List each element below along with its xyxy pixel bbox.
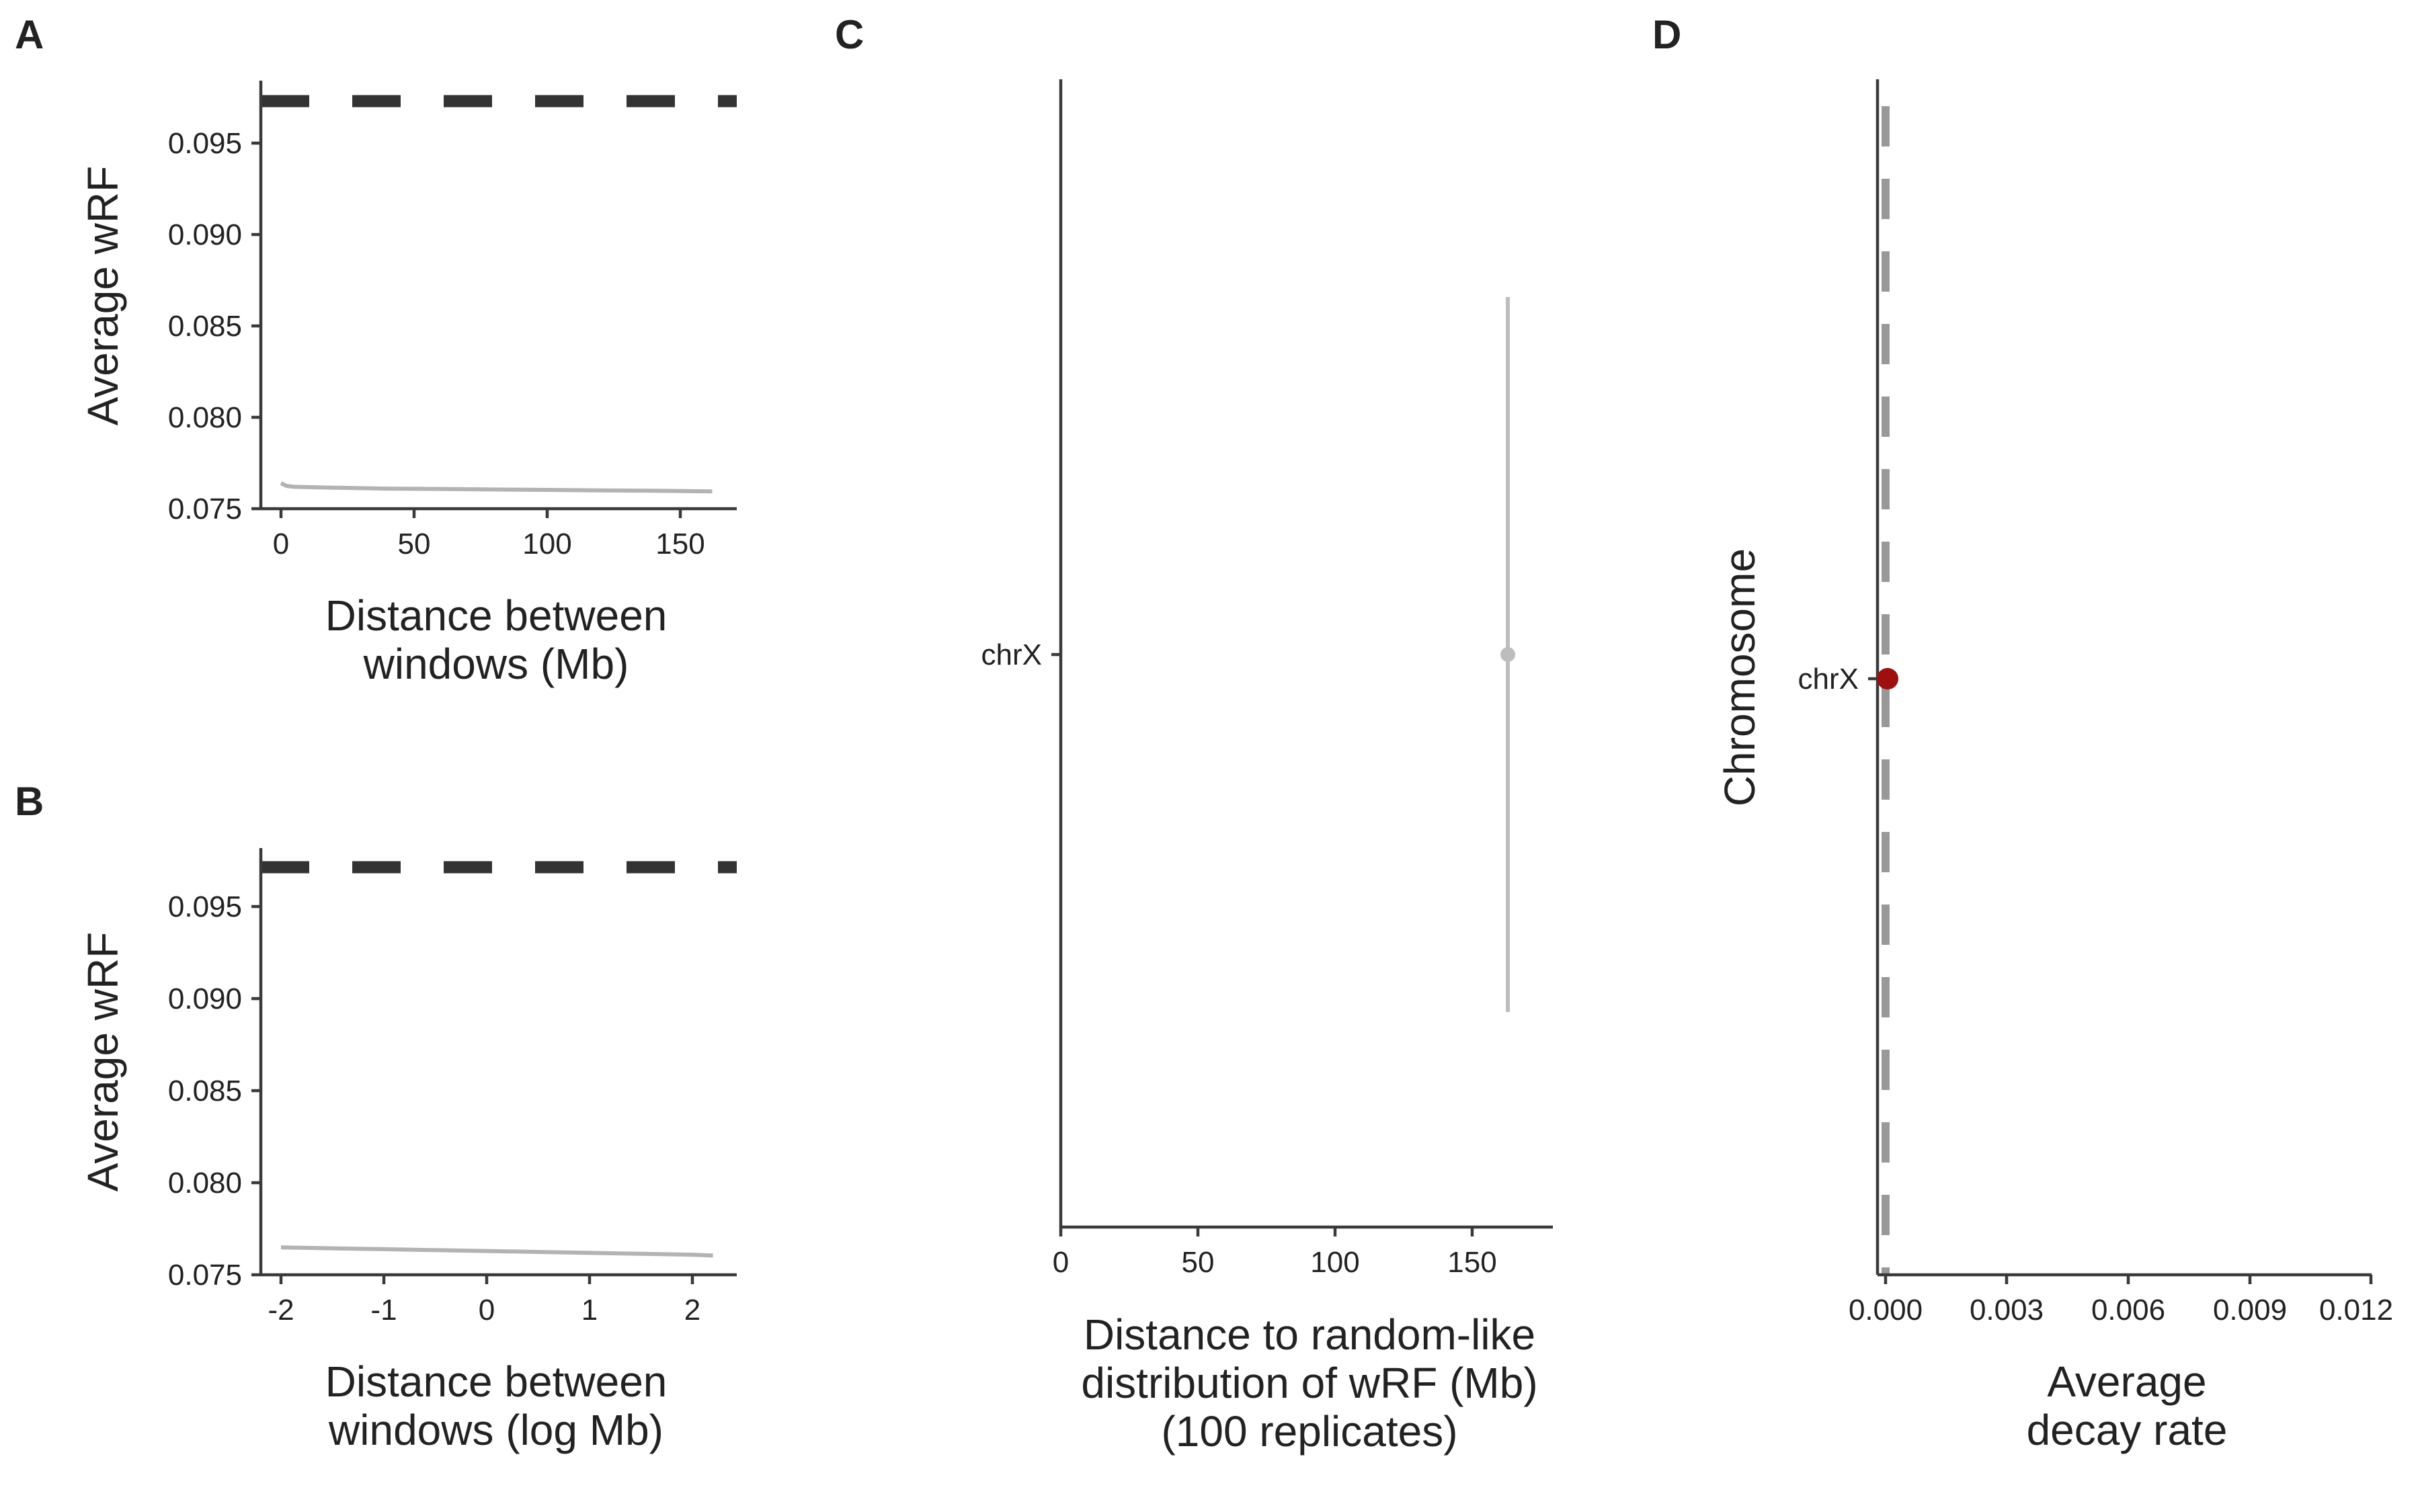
panel-b-series-layer xyxy=(280,1245,713,1258)
panel-c-x-axis-title-line-2: distribution of wRF (Mb) xyxy=(1081,1359,1537,1407)
panel-c-y-tick-label-chrx: chrX xyxy=(981,638,1042,671)
panel-letter-b: B xyxy=(15,779,44,824)
panel-b-y-tick-label: 0.080 xyxy=(168,1167,242,1200)
panel-d-x-tick-label: 0.009 xyxy=(2213,1294,2287,1327)
panel-d-x-tick-label: 0.003 xyxy=(1970,1294,2044,1327)
panel-d-x-tick-marks xyxy=(1884,1275,2373,1284)
point-chrx xyxy=(1500,647,1516,662)
panel-d-point-layer xyxy=(1877,668,1899,689)
panel-c-x-tick-label: 0 xyxy=(1053,1246,1069,1279)
panel-d-x-tick-label: 0.012 xyxy=(2319,1294,2393,1327)
panel-b: B 0.075 0.080 0.085 0.090 0.095 -2 xyxy=(15,779,737,1454)
panel-d-x-tick-labels: 0.000 0.003 0.006 0.009 0.012 xyxy=(1849,1294,2393,1327)
panel-a-y-axis-title: Average wRF xyxy=(79,166,127,426)
panel-b-y-tick-label: 0.095 xyxy=(168,890,242,923)
panel-b-x-tick-label: -2 xyxy=(268,1294,294,1327)
series-line xyxy=(280,1245,713,1258)
panel-a-x-axis-title-line-1: Distance between xyxy=(325,591,668,640)
panel-c-x-tick-marks xyxy=(1059,1227,1474,1236)
panel-b-x-tick-marks xyxy=(279,1275,694,1284)
panel-a-y-tick-label: 0.090 xyxy=(168,218,242,251)
panel-c: C chrX 0 50 100 150 Distance to random-l… xyxy=(835,12,1553,1456)
panel-a-y-tick-label: 0.095 xyxy=(168,127,242,160)
panel-c-point-layer xyxy=(1500,297,1516,1012)
panel-a-x-tick-marks xyxy=(279,509,682,518)
panel-b-x-tick-labels: -2 -1 0 1 2 xyxy=(268,1294,700,1327)
panel-letter-a: A xyxy=(15,12,44,57)
panel-a-y-tick-labels: 0.075 0.080 0.085 0.090 0.095 xyxy=(168,127,242,526)
panel-d-x-tick-label: 0.006 xyxy=(2091,1294,2165,1327)
panel-c-x-tick-label: 50 xyxy=(1182,1246,1215,1279)
panel-a-series-layer xyxy=(280,481,713,494)
panel-a-x-tick-labels: 0 50 100 150 xyxy=(273,528,705,560)
panel-d-y-axis-title: Chromosome xyxy=(1716,548,1764,806)
panel-b-y-axis-title: Average wRF xyxy=(79,932,127,1192)
panel-b-x-axis-title-line-2: windows (log Mb) xyxy=(328,1406,663,1454)
panel-a-x-tick-label: 150 xyxy=(655,528,704,560)
panel-b-x-tick-label: 1 xyxy=(581,1294,598,1327)
panel-b-x-axis-title-line-1: Distance between xyxy=(325,1357,668,1406)
panel-b-y-tick-label: 0.085 xyxy=(168,1075,242,1107)
panel-c-x-tick-labels: 0 50 100 150 xyxy=(1053,1246,1497,1279)
panel-b-y-tick-labels: 0.075 0.080 0.085 0.090 0.095 xyxy=(168,890,242,1292)
panel-a: A 0.075 0.080 0.085 0.090 0.095 0 50 xyxy=(15,12,737,688)
panel-d: D chrX 0.000 0.003 0.006 0.009 0.012 Chr… xyxy=(1652,12,2393,1454)
panel-a-y-tick-marks xyxy=(251,141,261,511)
panel-b-x-tick-label: 2 xyxy=(684,1294,700,1327)
panel-d-y-tick-label-chrx: chrX xyxy=(1798,663,1859,696)
panel-a-x-tick-label: 50 xyxy=(398,528,431,560)
panel-b-x-tick-label: 0 xyxy=(479,1294,495,1327)
point-chrx xyxy=(1877,668,1899,689)
panel-c-x-axis-title-line-3: (100 replicates) xyxy=(1161,1407,1457,1456)
panel-d-x-axis-title-line-2: decay rate xyxy=(2027,1406,2228,1454)
panel-a-x-axis-title-line-2: windows (Mb) xyxy=(363,640,629,688)
panel-b-y-tick-marks xyxy=(251,905,261,1277)
panel-c-x-tick-label: 150 xyxy=(1447,1246,1496,1279)
panel-letter-d: D xyxy=(1652,12,1681,57)
panel-c-x-axis-title-line-1: Distance to random-like xyxy=(1084,1310,1535,1359)
panel-b-x-tick-label: -1 xyxy=(370,1294,397,1327)
panel-b-y-tick-label: 0.090 xyxy=(168,982,242,1015)
panel-d-x-axis-title-line-1: Average xyxy=(2047,1357,2206,1406)
panel-a-x-tick-label: 100 xyxy=(522,528,571,560)
panel-d-x-tick-label: 0.000 xyxy=(1849,1294,1923,1327)
panel-a-x-tick-label: 0 xyxy=(273,528,289,560)
panel-a-y-tick-label: 0.085 xyxy=(168,310,242,343)
panel-letter-c: C xyxy=(835,12,864,57)
series-line xyxy=(280,481,713,494)
panel-a-y-tick-label: 0.075 xyxy=(168,493,242,526)
panel-a-y-tick-label: 0.080 xyxy=(168,401,242,434)
panel-b-y-tick-label: 0.075 xyxy=(168,1259,242,1292)
panel-c-x-tick-label: 100 xyxy=(1310,1246,1359,1279)
